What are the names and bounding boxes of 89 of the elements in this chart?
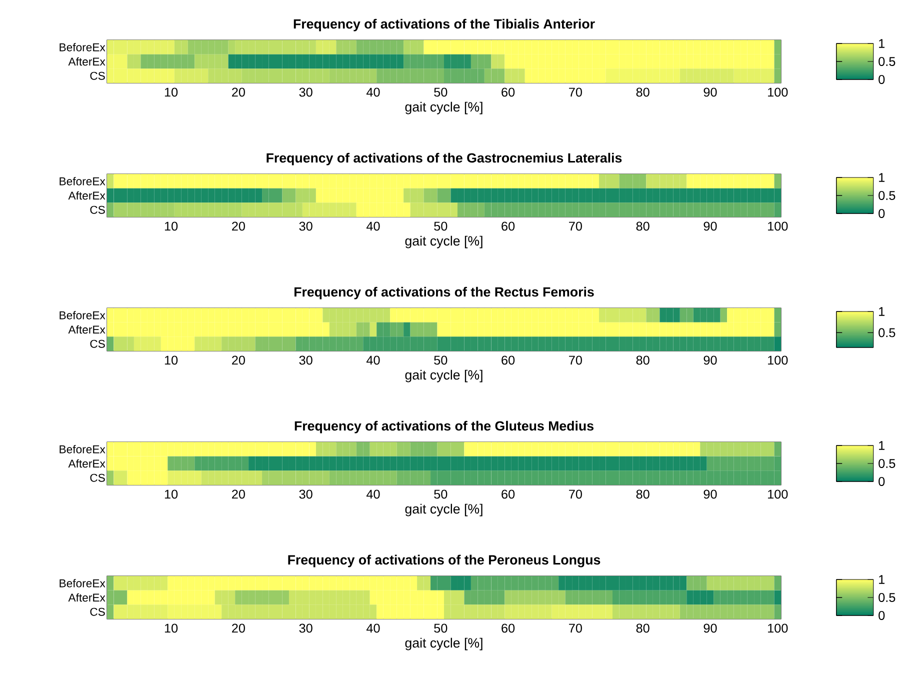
y-tick-label: BeforeEx: [60, 43, 106, 52]
x-tick-label: 80: [636, 490, 650, 499]
y-tick-label: CS: [90, 474, 105, 482]
x-tick-label: 40: [366, 490, 380, 499]
x-tick-label: 50: [434, 88, 448, 97]
x-tick-label: 40: [366, 624, 380, 633]
color-bar-label: 1: [879, 39, 885, 48]
x-tick-label: 90: [704, 490, 717, 499]
color-bar-label: 0.5: [878, 57, 896, 66]
x-tick-label: 100: [768, 88, 788, 97]
x-tick-label: 50: [434, 624, 448, 633]
x-tick-label: 30: [299, 624, 312, 633]
color-bar-label: 0: [878, 209, 885, 218]
x-tick-label: 50: [434, 490, 448, 499]
x-tick-label: 90: [704, 222, 717, 231]
x-tick-label: 30: [299, 490, 312, 499]
x-tick-label: 70: [569, 222, 582, 231]
color-bar-label: 0.5: [878, 328, 896, 338]
y-tick-label: AfterEx: [68, 593, 106, 602]
x-tick-label: 60: [502, 222, 515, 231]
x-tick-label: 20: [232, 490, 245, 499]
color-bar-label: 0: [878, 75, 885, 84]
y-tick-label: CS: [90, 72, 105, 80]
y-tick-label: AfterEx: [68, 325, 106, 334]
chart-title: Frequency of activations of the Rectus Femoris: [294, 286, 594, 300]
x-tick-label: 70: [569, 490, 582, 499]
x-tick-label: 20: [232, 356, 245, 365]
x-tick-label: 60: [502, 490, 515, 499]
x-tick-label: 70: [569, 624, 582, 633]
x-tick-label: 100: [768, 222, 788, 231]
x-tick-label: 100: [768, 356, 788, 365]
x-tick-label: 20: [232, 222, 245, 231]
x-tick-label: 90: [704, 624, 717, 633]
x-tick-label: 40: [366, 88, 380, 97]
color-bar-label: 1: [879, 173, 885, 182]
x-tick-label: 80: [636, 356, 650, 365]
y-tick-label: CS: [90, 206, 105, 214]
x-tick-label: 80: [636, 624, 650, 633]
chart-title: Frequency of activations of the Peroneus Longus: [288, 554, 600, 568]
x-axis-title: gait cycle [%]: [405, 370, 482, 382]
x-tick-label: 40: [366, 222, 380, 231]
x-tick-label: 10: [164, 490, 178, 499]
color-bar-label: 1: [879, 575, 885, 584]
x-tick-label: 70: [569, 88, 582, 97]
chart-title: Frequency of activations of the Tibialis Anterior: [294, 18, 595, 32]
chart-title: Frequency of activations of the Gluteus Medius: [294, 420, 594, 434]
x-tick-label: 20: [232, 88, 245, 97]
x-tick-label: 50: [434, 356, 448, 365]
chart-title: Frequency of activations of the Gastrocnemius Lateralis: [266, 152, 622, 166]
x-axis-title: gait cycle [%]: [405, 638, 482, 650]
color-bar-label: 0: [878, 477, 885, 486]
color-bar-label: 0.5: [878, 191, 896, 200]
color-bar-label: 1: [879, 307, 885, 316]
x-tick-label: 80: [636, 88, 650, 97]
x-tick-label: 20: [232, 624, 245, 633]
x-tick-label: 10: [164, 222, 178, 231]
color-bar-label: 0.5: [878, 593, 896, 602]
color-bar-label: 0: [878, 611, 885, 620]
x-tick-label: 50: [434, 222, 448, 231]
x-tick-label: 100: [768, 624, 788, 633]
x-tick-label: 30: [299, 222, 312, 231]
x-tick-label: 10: [164, 88, 178, 97]
x-tick-label: 60: [502, 356, 515, 365]
y-tick-label: BeforeEx: [60, 177, 106, 186]
y-tick-label: AfterEx: [68, 191, 106, 200]
x-tick-label: 90: [704, 356, 717, 365]
x-tick-label: 10: [164, 356, 178, 365]
x-tick-label: 100: [768, 490, 788, 499]
y-tick-label: CS: [90, 340, 105, 348]
y-tick-label: BeforeEx: [60, 445, 106, 454]
x-tick-label: 70: [569, 356, 582, 365]
x-tick-label: 30: [299, 356, 312, 365]
x-axis-title: gait cycle [%]: [405, 504, 482, 516]
x-tick-label: 80: [636, 222, 650, 231]
x-tick-label: 60: [502, 88, 515, 97]
x-tick-label: 10: [164, 624, 178, 633]
x-axis-title: gait cycle [%]: [405, 102, 482, 114]
x-tick-label: 90: [704, 88, 717, 97]
color-bar-label: 0.5: [878, 459, 896, 468]
x-tick-label: 40: [366, 356, 380, 365]
y-tick-label: AfterEx: [68, 57, 106, 66]
y-tick-label: AfterEx: [68, 459, 106, 468]
x-tick-label: 60: [502, 624, 515, 633]
color-bar-label: 1: [879, 441, 885, 450]
x-tick-label: 30: [299, 88, 312, 97]
y-tick-label: BeforeEx: [60, 579, 106, 588]
y-tick-label: BeforeEx: [60, 311, 106, 320]
x-axis-title: gait cycle [%]: [405, 236, 482, 248]
y-tick-label: CS: [90, 608, 105, 616]
